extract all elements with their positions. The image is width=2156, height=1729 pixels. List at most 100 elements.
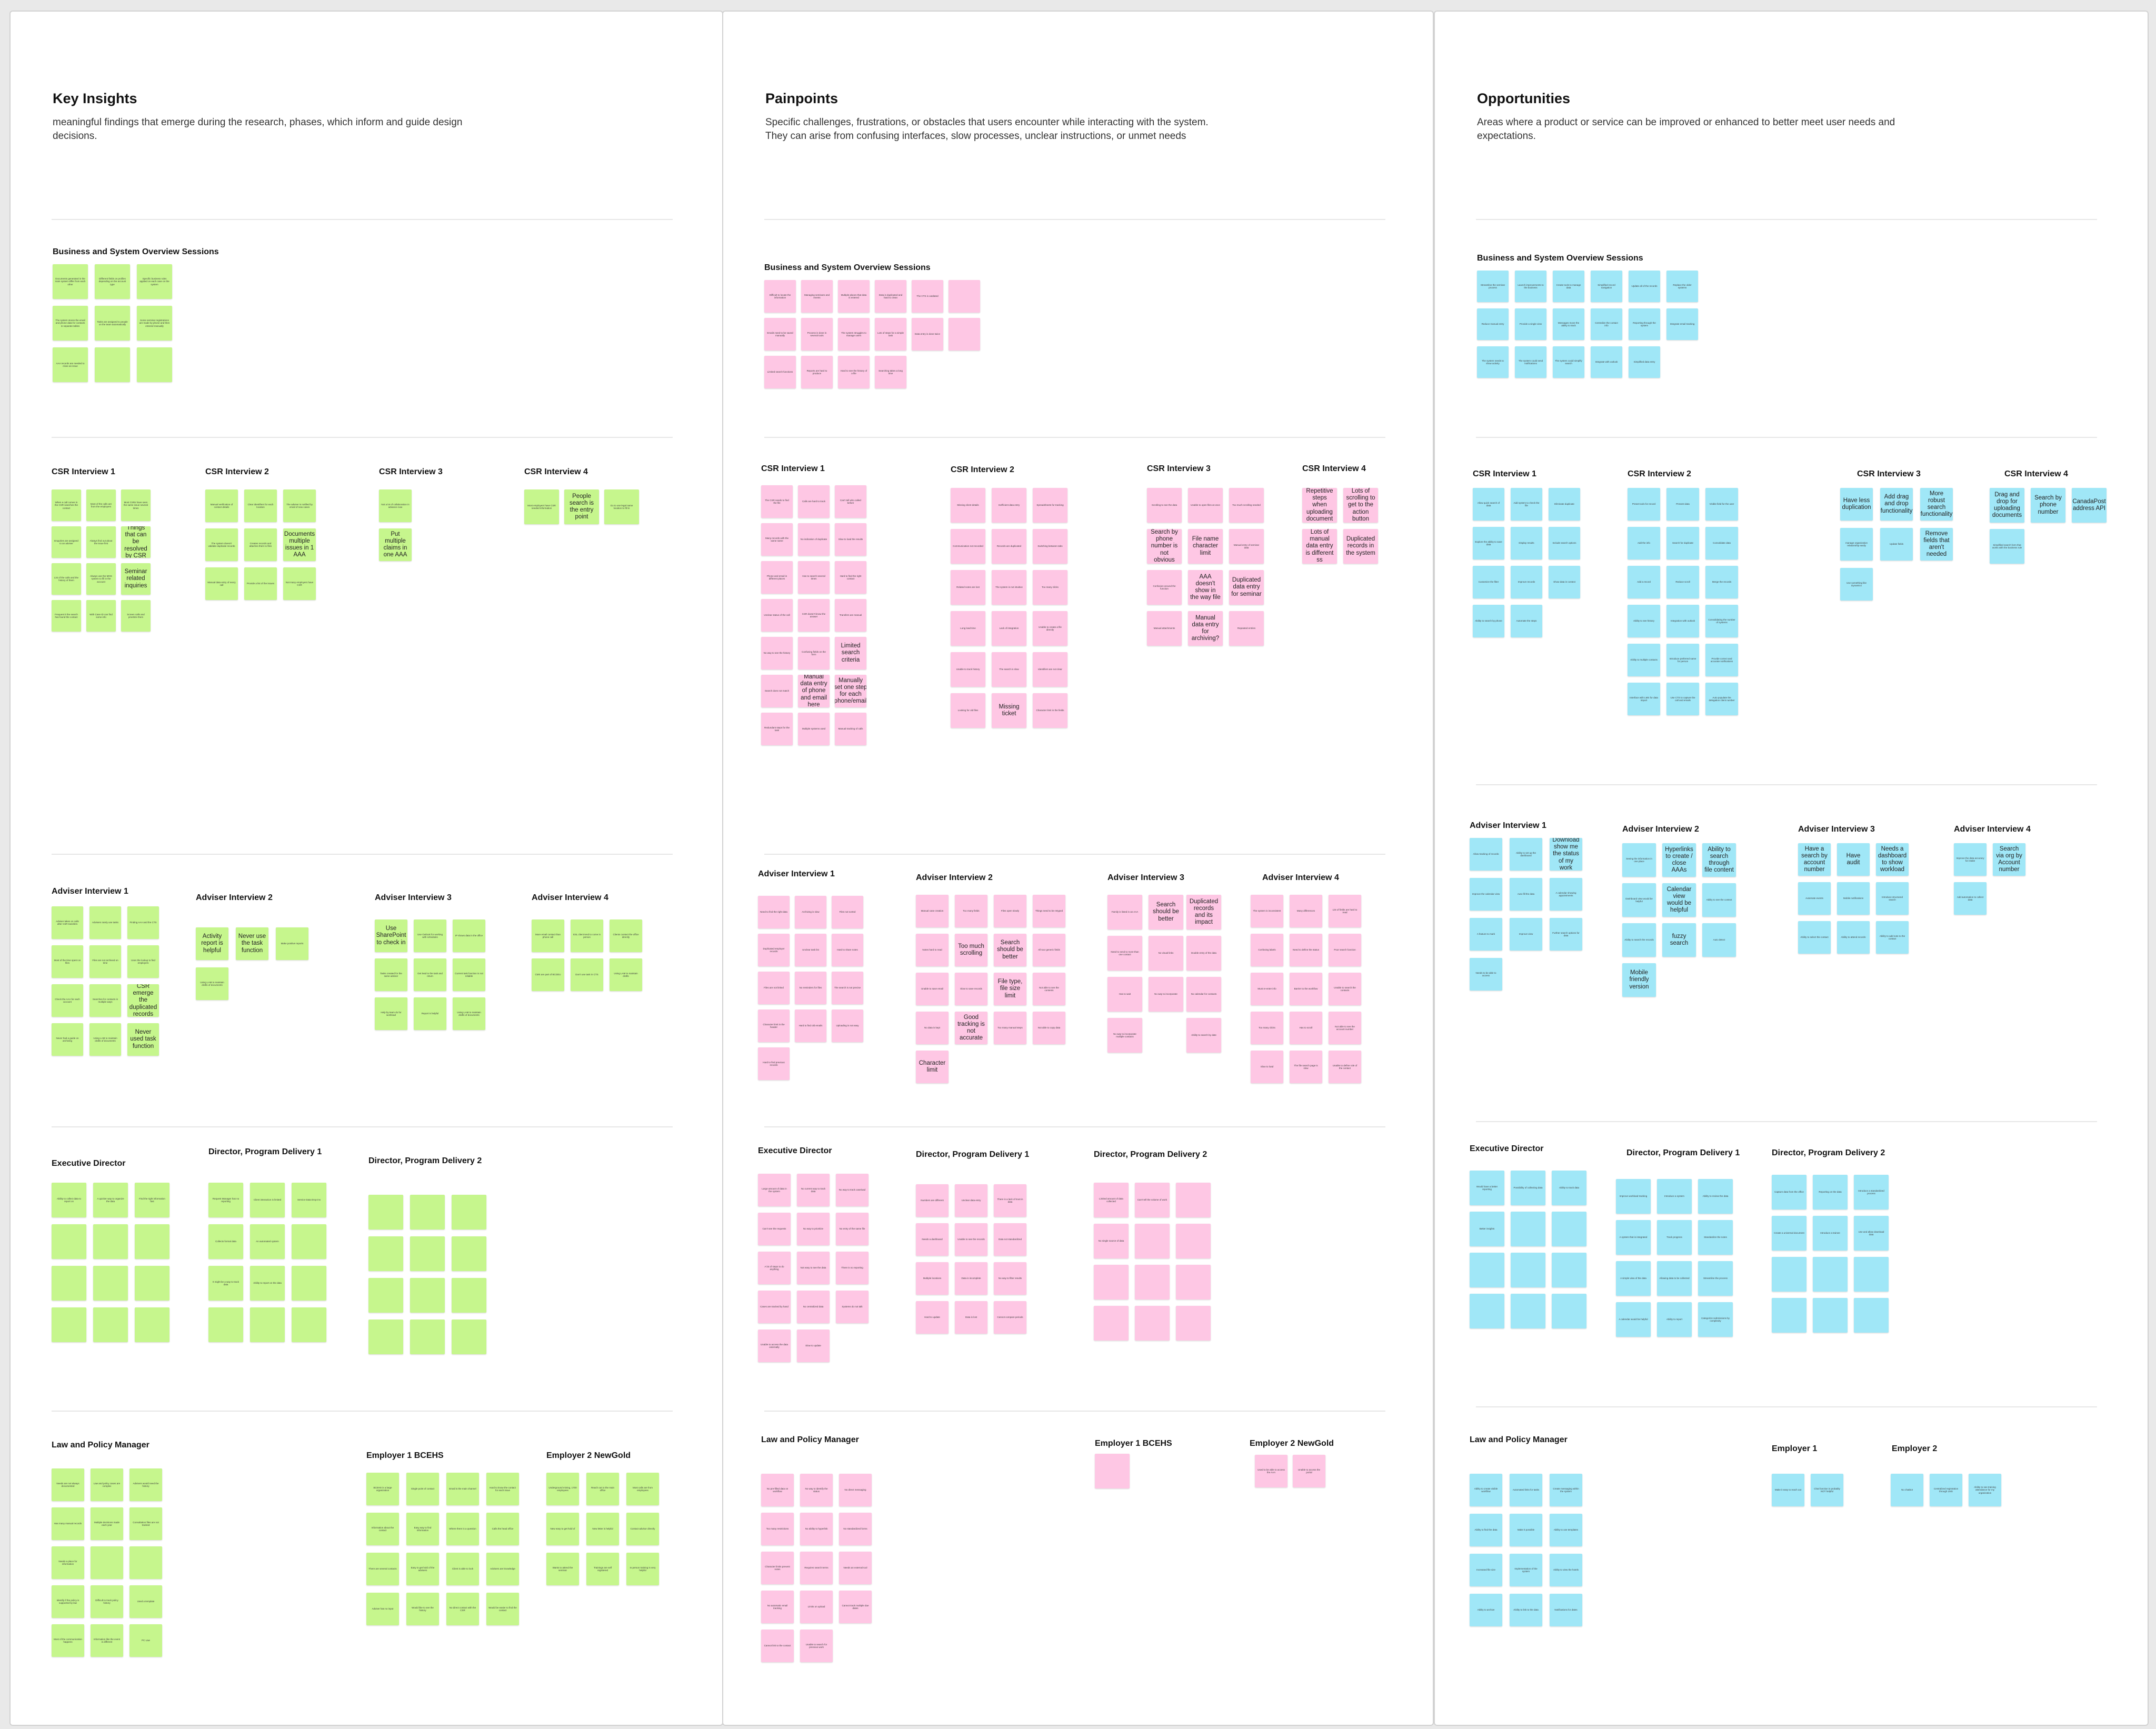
sticky-note[interactable]: Ability to archive <box>1470 1594 1502 1626</box>
sticky-note[interactable]: Multiple locations <box>916 1262 949 1295</box>
sticky-note[interactable] <box>1772 1298 1806 1333</box>
sticky-note[interactable]: A simple view of the data <box>1616 1261 1651 1296</box>
sticky-note[interactable]: AAA records are needed to close an issue <box>53 347 88 382</box>
sticky-note[interactable]: A feature to mark <box>1470 918 1502 951</box>
sticky-note[interactable] <box>1135 1265 1170 1300</box>
sticky-note[interactable]: No way to see the history <box>761 637 793 669</box>
sticky-note[interactable] <box>1511 1253 1545 1287</box>
sticky-note[interactable]: Improve records <box>1511 566 1542 598</box>
sticky-note[interactable]: Make positive reports <box>276 927 308 960</box>
sticky-note[interactable]: Cannot track multiple due dates <box>839 1591 872 1623</box>
sticky-note[interactable]: The system doesn't validate duplicate re… <box>205 528 238 561</box>
sticky-note[interactable]: Can't see the requests <box>758 1213 791 1245</box>
sticky-note[interactable]: More email contact than phone call <box>532 920 564 952</box>
sticky-note[interactable]: Customize the filter <box>1473 566 1504 598</box>
sticky-note[interactable]: Add the info <box>1628 527 1660 559</box>
sticky-note[interactable]: Ability to set up the dashboard <box>1510 838 1542 871</box>
sticky-note[interactable] <box>91 1546 123 1579</box>
sticky-note[interactable]: Spreadsheets for tracking <box>1033 488 1067 523</box>
sticky-note[interactable]: Needs to be able to access <box>1470 958 1502 991</box>
sticky-note[interactable] <box>52 1307 86 1342</box>
sticky-note[interactable]: Most of the time spent on files <box>52 945 83 978</box>
sticky-note[interactable] <box>1552 1212 1586 1246</box>
sticky-note[interactable]: Provide a single view <box>1515 308 1546 340</box>
sticky-note[interactable]: A lot of steps to do anything <box>758 1252 791 1284</box>
sticky-note[interactable]: Has to search several times <box>798 561 830 594</box>
sticky-note[interactable]: Creates records and attaches them to fil… <box>244 528 277 561</box>
sticky-note[interactable]: Streamline the process <box>1698 1261 1733 1296</box>
sticky-note[interactable] <box>949 280 980 313</box>
sticky-note[interactable]: Adviser has no input <box>366 1593 399 1625</box>
sticky-note[interactable]: Tasks created for the same adviser <box>375 958 407 991</box>
sticky-note[interactable]: Limited amount of data collected <box>1094 1183 1129 1217</box>
sticky-note[interactable]: Unable to define role of the contact <box>1329 1051 1361 1083</box>
sticky-note[interactable]: Ability to use templates <box>1550 1514 1582 1546</box>
sticky-note[interactable]: Unclear data entry <box>955 1184 987 1217</box>
sticky-note[interactable]: Unable to access the data externally <box>758 1330 791 1362</box>
sticky-note[interactable]: Manual verification of contact details <box>205 489 238 522</box>
sticky-note[interactable] <box>1095 1454 1130 1488</box>
sticky-note[interactable]: Data entry is done twice <box>912 318 943 351</box>
sticky-note[interactable] <box>93 1307 128 1342</box>
sticky-note[interactable]: Improve workload tracking <box>1616 1179 1651 1214</box>
sticky-note[interactable]: No current way to track data <box>797 1174 830 1206</box>
sticky-note[interactable]: Reduce manual entry <box>1477 308 1509 340</box>
sticky-note[interactable]: Search by phone number <box>2031 488 2065 523</box>
sticky-note[interactable]: Ability to link to the data <box>1510 1594 1542 1626</box>
sticky-note[interactable]: Unable to see the records <box>955 1223 987 1256</box>
sticky-note[interactable]: CSR emerge the duplicated records <box>127 984 159 1017</box>
sticky-note[interactable]: Has to scroll <box>1290 1012 1322 1044</box>
sticky-note[interactable]: Dashboard view would be helpful <box>1622 883 1656 917</box>
sticky-note[interactable]: The system struggles to manage users <box>838 318 870 351</box>
sticky-note[interactable]: Request Manager has no reporting <box>208 1183 243 1217</box>
sticky-note[interactable]: Display results <box>1511 527 1542 559</box>
sticky-note[interactable]: Related notes are lost <box>951 570 985 605</box>
sticky-note[interactable]: Automated links for tasks <box>1510 1474 1542 1506</box>
sticky-note[interactable]: The system is inconsistent <box>1251 895 1283 927</box>
sticky-note[interactable]: Never had a guide on archiving <box>52 1023 83 1056</box>
sticky-note[interactable]: Lots of steps for a simple task <box>875 318 906 351</box>
sticky-note[interactable]: Introduce a trainee <box>1813 1216 1848 1251</box>
sticky-note[interactable]: Unable to access the portal <box>1293 1455 1325 1487</box>
sticky-note[interactable]: Hyperlinks to create / close AAAs <box>1662 843 1696 877</box>
sticky-note[interactable]: Character limits prevent notes <box>761 1552 794 1584</box>
sticky-note[interactable]: Put multiple claims in one AAA <box>379 528 412 561</box>
sticky-note[interactable]: Ability to track data <box>1552 1171 1586 1205</box>
sticky-note[interactable]: Confusion around the function <box>1147 570 1182 605</box>
sticky-note[interactable]: A calendar would be helpful <box>1616 1302 1651 1337</box>
sticky-note[interactable]: Lots of manual data entry is different s… <box>1302 529 1337 564</box>
sticky-note[interactable]: Ability to create visible workflow <box>1470 1474 1502 1506</box>
sticky-note[interactable]: Needs a dashboard to show workload <box>1876 843 1909 876</box>
sticky-note[interactable]: Data is lost <box>955 1301 987 1334</box>
sticky-note[interactable]: Auto fill the data <box>1510 878 1542 911</box>
sticky-note[interactable] <box>292 1266 326 1301</box>
sticky-note[interactable]: Missing ticket <box>992 693 1026 728</box>
sticky-note[interactable]: Ability to multiple contacts <box>1628 644 1660 676</box>
sticky-note[interactable]: Activity report is helpful <box>196 927 228 960</box>
sticky-note[interactable] <box>410 1278 445 1313</box>
sticky-note[interactable]: AAA doesn't show in the way file <box>1188 570 1223 605</box>
sticky-note[interactable]: Search for duplicate <box>1666 527 1699 559</box>
sticky-note[interactable] <box>1176 1183 1211 1217</box>
sticky-note[interactable]: Hard to find previous records <box>758 1047 790 1080</box>
sticky-note[interactable]: Manual data entry of every call <box>205 567 238 600</box>
sticky-note[interactable]: Not a lot of collaboration in advance no… <box>379 489 412 522</box>
sticky-note[interactable]: Missing client details <box>951 488 985 523</box>
sticky-note[interactable]: Family is listed in an AAA <box>1107 895 1142 930</box>
sticky-note[interactable]: No calendar for contacts <box>1186 977 1221 1012</box>
sticky-note[interactable]: Improve the data accuracy for intake <box>1954 843 1987 876</box>
sticky-note[interactable]: Easy to get hold of the advisers <box>406 1553 439 1585</box>
sticky-note[interactable]: Hard to know the contact for each issue <box>486 1473 519 1505</box>
sticky-note[interactable] <box>208 1307 243 1342</box>
sticky-note[interactable]: A quicker way to organize the data <box>93 1183 128 1217</box>
sticky-note[interactable]: Uses the lookup to find employers <box>127 945 159 978</box>
sticky-note[interactable]: Slow to save records <box>955 973 987 1005</box>
sticky-note[interactable]: Ability to search by phone <box>1473 605 1504 637</box>
sticky-note[interactable]: Too many fields <box>955 895 987 927</box>
sticky-note[interactable]: Documents multiple issues in 1 AAA <box>283 528 316 561</box>
sticky-note[interactable]: Remove fields that aren't needed <box>1920 528 1953 561</box>
sticky-note[interactable]: Requires search terms <box>800 1552 833 1584</box>
sticky-note[interactable]: Ability to search by date <box>1186 1018 1221 1053</box>
sticky-note[interactable]: Difficult to locate the information <box>764 280 796 313</box>
sticky-note[interactable]: Capture data from the office <box>1772 1175 1806 1210</box>
